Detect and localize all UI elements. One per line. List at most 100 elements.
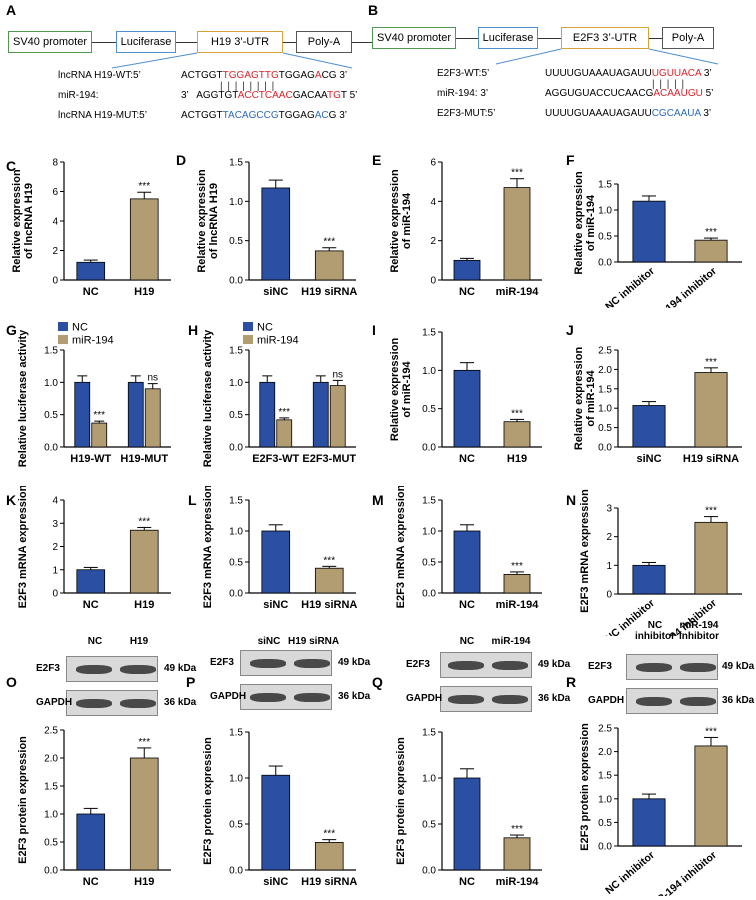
seq-segment: CG 3’ — [321, 70, 348, 81]
significance-label: *** — [705, 726, 717, 737]
blot-row-label: E2F3 — [36, 663, 60, 674]
pairing-ticks: | | | | | | | | — [220, 81, 276, 92]
y-tick-label: 1.5 — [44, 782, 58, 793]
seq-segment: AGGUGUACCUCAACG — [545, 88, 654, 99]
y-axis-label: Relative expression — [389, 169, 401, 273]
protein-band — [680, 697, 716, 706]
protein-band — [250, 659, 286, 668]
y-tick-label: 1.5 — [229, 496, 243, 507]
seq-segment: T 5’ — [340, 90, 358, 101]
seq-segment: 5’ — [702, 88, 714, 99]
bar — [503, 421, 531, 448]
bar — [314, 842, 344, 871]
seq-segment: CGCAAUA — [651, 108, 701, 119]
significance-label: *** — [511, 561, 523, 572]
sv40-promoter-box: SV40 promoter — [372, 27, 456, 49]
y-tick-label: 0.0 — [422, 866, 436, 877]
y-tick-label: 0 — [430, 276, 436, 287]
seq-segment: ACAAUGU — [653, 88, 703, 99]
chart-L: 0.0 0.5 1.0 1.5 E2F3 mRNA expression siNC *** H… — [202, 486, 357, 611]
y-tick-label: 0.5 — [229, 410, 243, 421]
seq-segment: UGUUACA — [651, 68, 702, 79]
seq-segment: ACTGGT — [181, 110, 223, 121]
x-tick-label: miR-194 inhibitor — [646, 849, 719, 896]
seq-label: lncRNA H19-WT:5’ — [58, 70, 141, 81]
bar — [694, 239, 728, 263]
y-tick-label: 0.0 — [229, 276, 243, 287]
panel-letter-g: G — [6, 322, 17, 338]
x-tick-label: NC — [459, 876, 475, 888]
x-tick-label: H19 — [134, 599, 154, 611]
seq-segment: TG — [326, 90, 341, 101]
seq-segment: ACTGGT — [181, 70, 223, 81]
x-tick-label: siNC — [263, 599, 288, 611]
y-axis-label: of lncRNA H19 — [23, 183, 35, 259]
y-tick-label: 0.5 — [44, 838, 58, 849]
y-tick-label: 1.0 — [44, 378, 58, 389]
kda-label: 36 kDa — [338, 691, 371, 702]
x-tick-label: miR-194 — [496, 286, 540, 298]
protein-band — [76, 665, 112, 674]
y-tick-label: 1.0 — [229, 197, 243, 208]
blot-row-label: E2F3 — [588, 661, 612, 672]
bar — [261, 530, 291, 594]
y-tick-label: 2 — [606, 532, 612, 543]
seq-segment: 3’ AGGTGT — [181, 90, 238, 101]
chart-D: 0.0 0.5 1.0 1.5 Relative expression of lncRNA… — [196, 158, 357, 299]
chart-R: 0.0 0.5 1.0 1.5 2.0 2.5 E2F3 protein expressio… — [579, 723, 742, 896]
y-axis-label: Relative expression — [11, 169, 23, 273]
significance-label: *** — [323, 555, 335, 566]
y-axis-label: E2F3 protein expression — [17, 736, 29, 864]
bar — [453, 369, 481, 448]
seq-segment: 3’ — [700, 108, 712, 119]
luciferase-box: Luciferase — [478, 27, 538, 49]
zoom-lines-a — [111, 52, 353, 69]
utr-box: E2F3 3’-UTR — [561, 27, 649, 49]
legend-swatch — [58, 335, 68, 344]
blot-row-label: GAPDH — [588, 695, 625, 706]
y-tick-label: 0.0 — [44, 866, 58, 877]
seq-label: miR-194: — [58, 90, 99, 101]
protein-band — [492, 695, 528, 704]
bar — [74, 381, 91, 448]
seq-segment: TGGAGTTG — [222, 70, 279, 81]
legend-swatch — [58, 322, 68, 331]
protein-band — [636, 697, 672, 706]
protein-band — [492, 661, 528, 670]
y-tick-label: 0.0 — [229, 589, 243, 600]
bar — [76, 813, 106, 871]
y-tick-label: 0.5 — [598, 818, 612, 829]
bar — [632, 405, 666, 448]
seq-segment: 3’ — [701, 68, 712, 79]
blot-row-label: GAPDH — [210, 691, 247, 702]
panel-letter-r: R — [566, 674, 577, 690]
y-tick-label: 1.5 — [229, 346, 243, 357]
seq-segment: UUUUGUAAAUAGAUU — [545, 108, 652, 119]
y-tick-label: 4 — [52, 217, 58, 228]
panel-letter-j: J — [566, 322, 574, 338]
chart-O: 0.0 0.5 1.0 1.5 2.0 2.5 E2F3 protein expressio… — [17, 726, 171, 888]
bar — [314, 250, 344, 281]
significance-label: *** — [511, 168, 523, 179]
x-tick-label: miR-194 — [496, 876, 540, 888]
bar — [261, 187, 291, 281]
x-tick-label: miR-194 — [496, 599, 540, 611]
y-tick-label: 0.5 — [422, 820, 436, 831]
x-tick-label: H19 — [134, 286, 154, 298]
bar — [632, 200, 666, 263]
protein-band — [294, 693, 330, 702]
panel-letter-n: N — [566, 492, 577, 508]
y-tick-label: 1.5 — [229, 728, 243, 739]
seq-text: ACTGGTTACAGCCGTGGAGACG 3’ — [181, 110, 347, 121]
seq-segment: UUUUGUAAAUAGAUU — [545, 68, 652, 79]
significance-label: *** — [323, 829, 335, 840]
seq-segment: TGGAG — [278, 70, 315, 81]
y-tick-label: 0.5 — [44, 410, 58, 421]
bar — [276, 419, 293, 448]
y-tick-label: 1.0 — [229, 527, 243, 538]
panel-letter-m: M — [372, 492, 384, 508]
x-tick-label: H19 siRNA — [301, 599, 357, 611]
seq-text: AGGUGUACCUCAACGACAAUGU 5’ — [545, 88, 713, 99]
significance-label: *** — [705, 506, 717, 517]
